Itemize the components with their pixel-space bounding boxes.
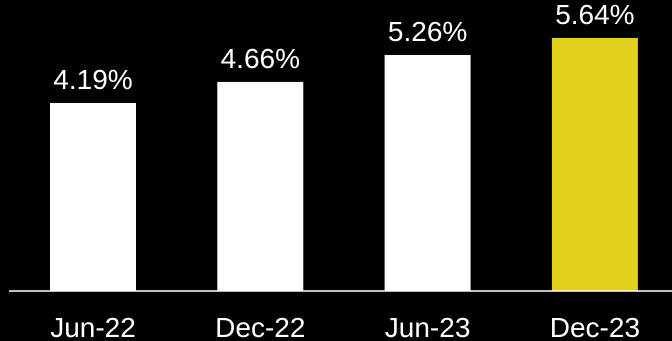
value-labels-group: 4.19% 4.66% 5.26% 5.64% [53, 0, 634, 95]
x-tick-label-jun-23: Jun-23 [385, 312, 471, 341]
value-label-dec-22: 4.66% [221, 43, 300, 74]
x-tick-label-dec-22: Dec-22 [215, 312, 305, 341]
bar-jun-23 [384, 54, 471, 291]
value-label-jun-22: 4.19% [53, 64, 132, 95]
x-tick-label-jun-22: Jun-22 [50, 312, 136, 341]
x-tick-label-dec-23: Dec-23 [550, 312, 640, 341]
x-tick-labels-group: Jun-22 Dec-22 Jun-23 Dec-23 [50, 312, 640, 341]
bar-dec-22 [217, 81, 304, 291]
value-label-jun-23: 5.26% [388, 16, 467, 47]
value-label-dec-23: 5.64% [555, 0, 634, 30]
bars-group [50, 37, 638, 291]
bar-jun-22 [50, 103, 136, 291]
bar-dec-23 [551, 37, 638, 291]
